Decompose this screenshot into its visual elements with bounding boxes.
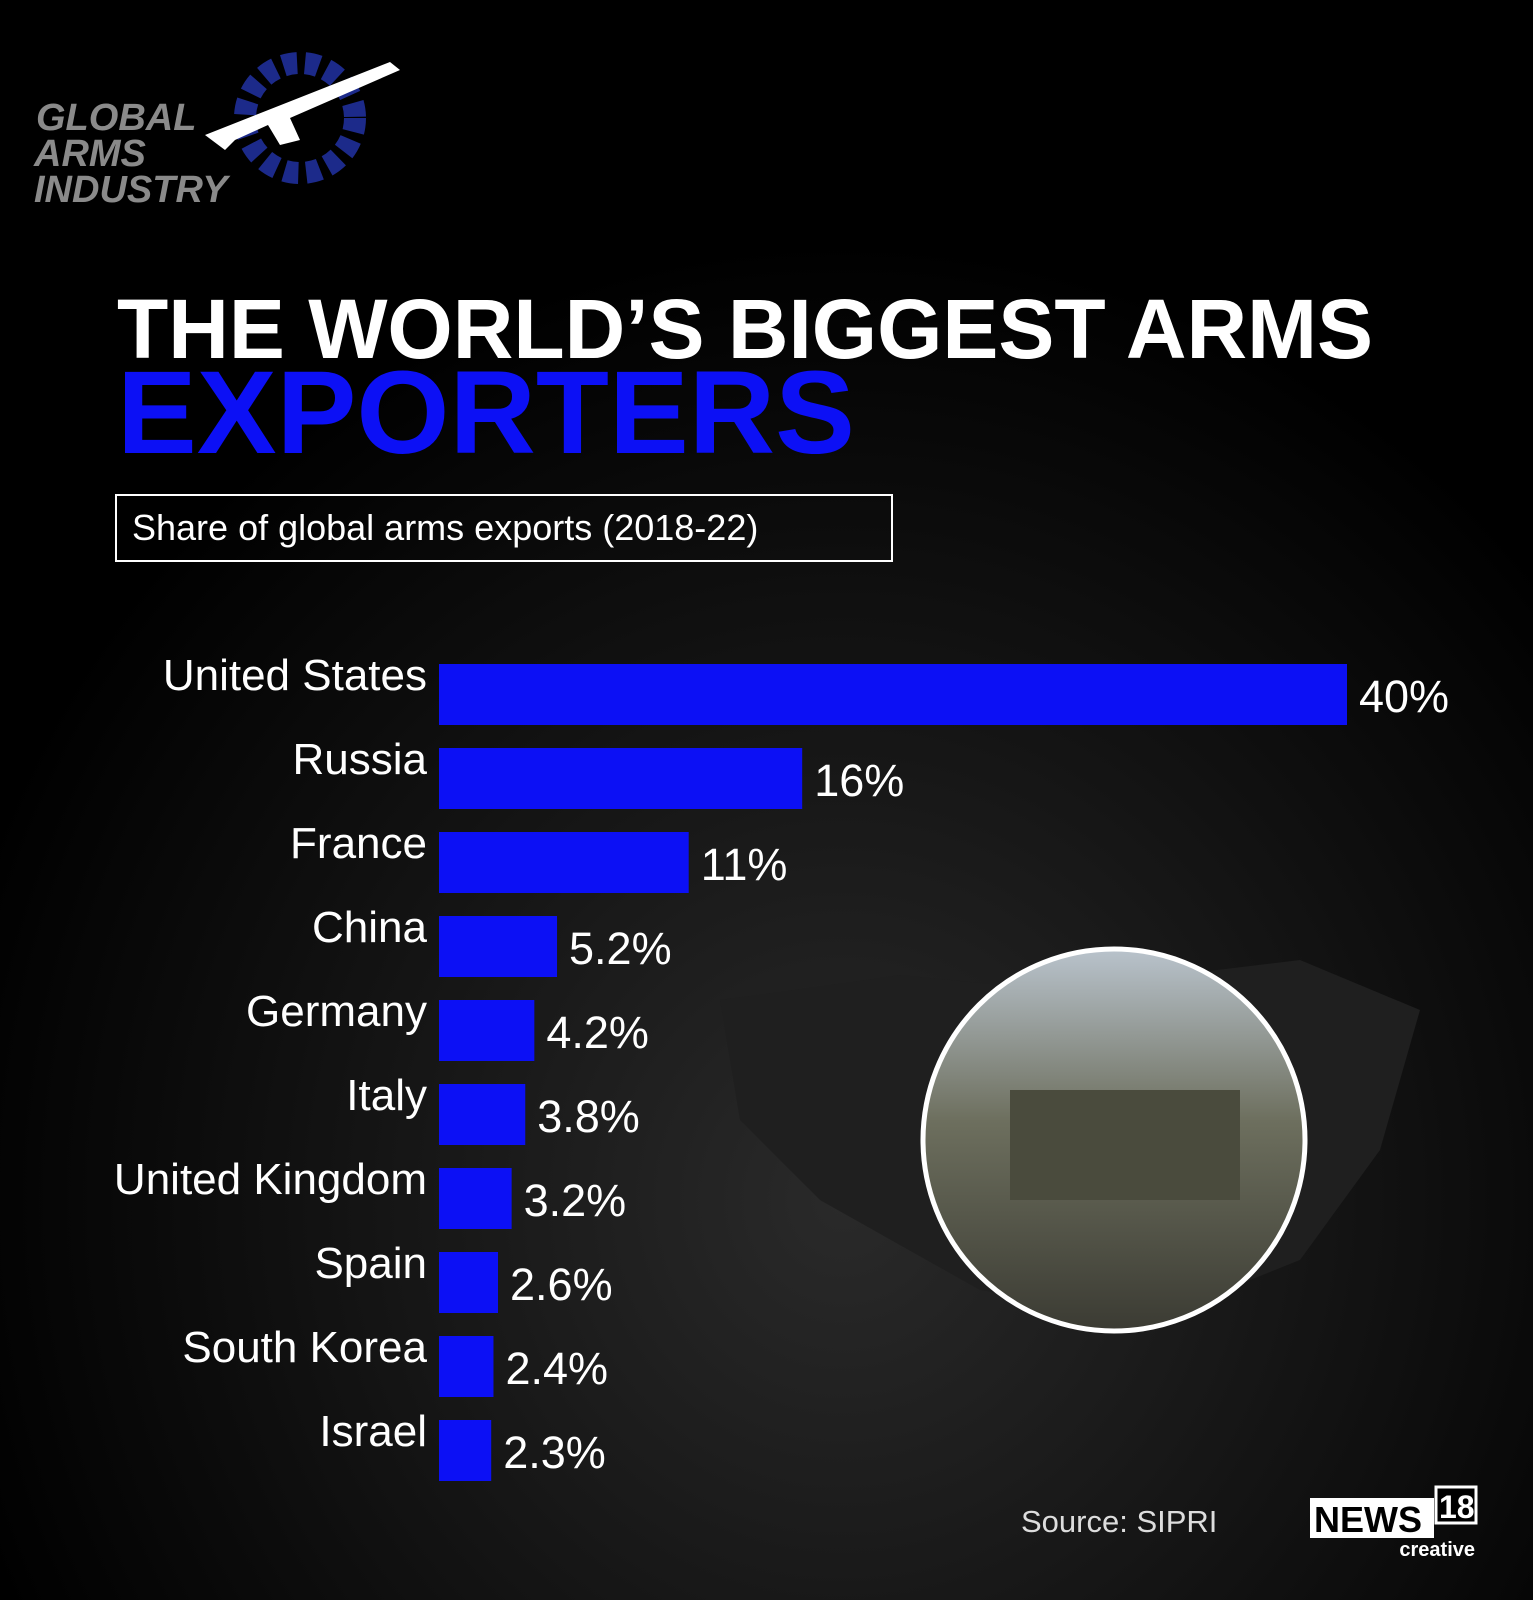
bar [439, 664, 1347, 725]
brand-tag: creative [1399, 1539, 1475, 1561]
tank-photo-detail [1010, 1090, 1240, 1200]
subtitle-box [115, 494, 893, 562]
category-label: Spain [314, 1239, 427, 1288]
logo-gear [234, 52, 366, 184]
value-label: 2.4% [505, 1343, 608, 1394]
logo-text: INDUSTRY [34, 169, 231, 211]
logo-text: ARMS [33, 133, 146, 175]
value-label: 2.6% [510, 1259, 613, 1310]
bar [439, 832, 689, 893]
bar [439, 1168, 512, 1229]
category-label: China [312, 903, 427, 952]
category-label: United Kingdom [114, 1155, 427, 1204]
value-label: 3.8% [537, 1091, 640, 1142]
value-label: 16% [814, 755, 904, 806]
bar [439, 1336, 494, 1397]
category-label: United States [163, 651, 427, 700]
chart-subtitle: Share of global arms exports (2018-22) [132, 507, 758, 548]
bar [439, 1000, 535, 1061]
brand-number: 18 [1439, 1489, 1475, 1525]
category-label: Russia [293, 735, 428, 784]
category-label: Italy [346, 1071, 427, 1120]
logo-rifle [205, 62, 400, 150]
category-label: South Korea [182, 1323, 427, 1372]
value-label: 40% [1359, 671, 1449, 722]
value-label: 2.3% [503, 1427, 606, 1478]
chart-title: THE WORLD’S BIGGEST ARMS [117, 282, 1373, 376]
category-label: Germany [246, 987, 427, 1036]
brand-logo: NEWS 18 creative [1310, 1485, 1478, 1561]
source: Source: SIPRI [1021, 1504, 1217, 1539]
title-highlight: EXPORTERS [117, 347, 855, 479]
bar [439, 1084, 526, 1145]
bar [439, 916, 558, 977]
brand-box [1310, 1498, 1434, 1538]
bar [439, 1252, 499, 1313]
value-label: 11% [701, 839, 788, 890]
bar-chart: United States 40% Russia 16% France 11% China 5… [114, 651, 1449, 1481]
logo-text: GLOBAL [36, 97, 196, 139]
bar [439, 1420, 492, 1481]
value-label: 3.2% [524, 1175, 627, 1226]
bar [439, 748, 803, 809]
logo: GLOBAL ARMS INDUSTRY [33, 52, 400, 211]
brand-number-box [1434, 1485, 1478, 1525]
brand-name: NEWS [1314, 1499, 1422, 1540]
value-label: 5.2% [569, 923, 672, 974]
category-label: Israel [319, 1407, 427, 1456]
category-label: France [290, 819, 427, 868]
value-label: 4.2% [546, 1007, 649, 1058]
